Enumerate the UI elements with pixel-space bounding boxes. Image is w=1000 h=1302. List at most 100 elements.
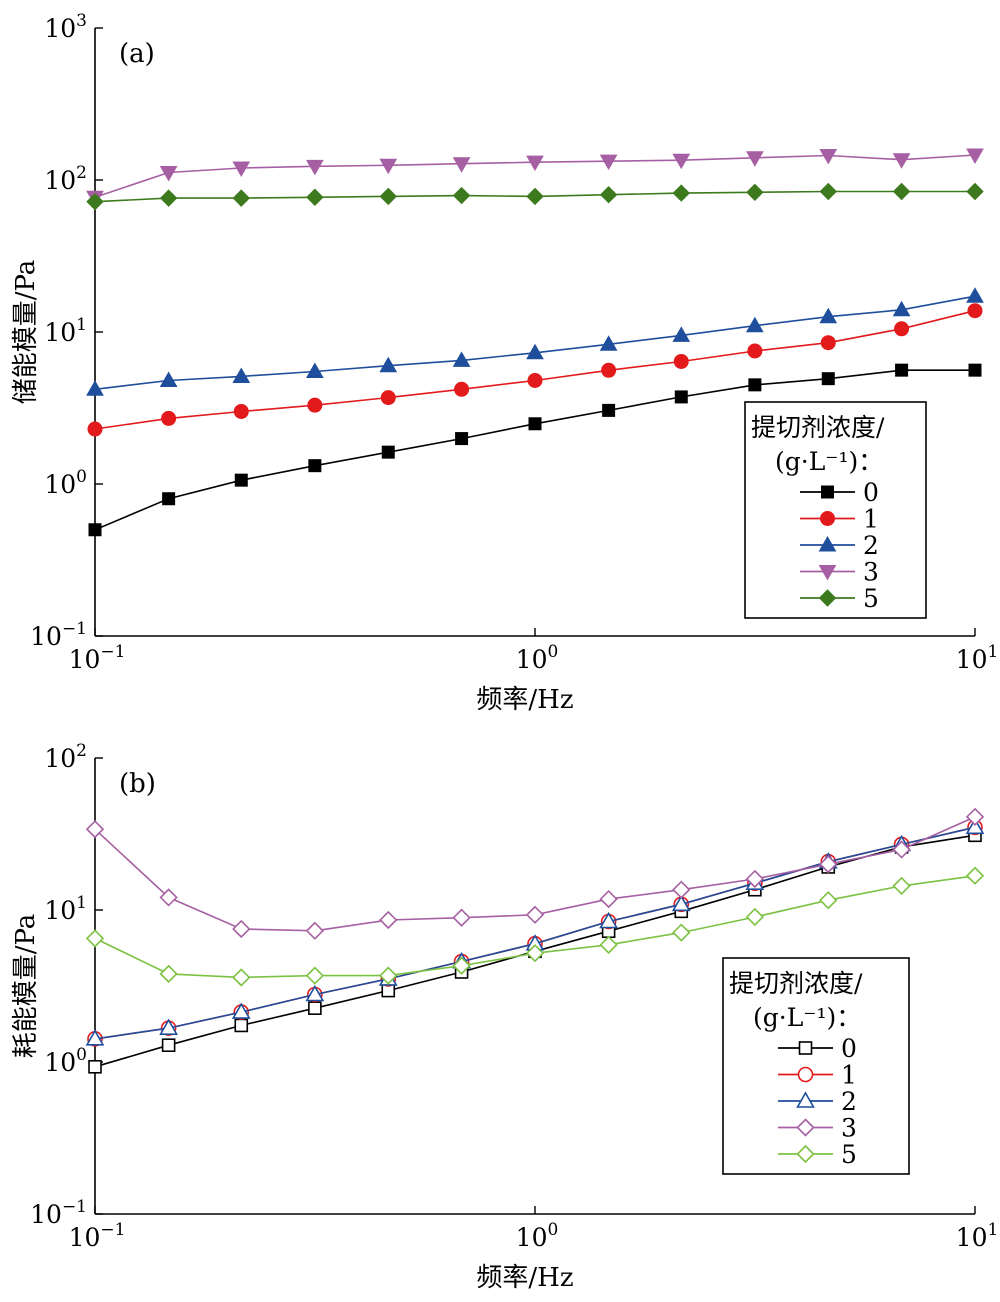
data-point <box>454 381 470 397</box>
legend-label: 5 <box>863 584 879 613</box>
legend-label: 3 <box>841 1114 857 1143</box>
data-point <box>966 287 984 303</box>
data-point <box>379 187 397 206</box>
data-point <box>162 492 176 506</box>
legend-marker <box>797 1066 814 1083</box>
data-point <box>86 192 104 211</box>
data-point <box>232 189 250 207</box>
data-point <box>455 432 469 446</box>
x-tick-label: 10−1 <box>69 642 126 674</box>
y-tick-label: 102 <box>44 163 87 195</box>
data-point <box>306 159 324 176</box>
x-axis-title: 频率/Hz <box>476 685 573 715</box>
data-point <box>305 966 324 985</box>
data-point <box>452 186 471 205</box>
legend-marker <box>818 565 837 581</box>
data-point <box>968 363 982 377</box>
data-point <box>671 894 691 912</box>
data-point <box>672 923 691 942</box>
data-point <box>894 321 910 337</box>
legend-label: 1 <box>841 1061 857 1090</box>
series-3 <box>86 148 984 207</box>
series-3 <box>85 807 985 940</box>
y-tick-label: 10−1 <box>30 1197 87 1229</box>
y-tick-label: 10−1 <box>30 619 87 651</box>
y-tick-label: 102 <box>44 741 87 773</box>
data-point <box>673 353 689 369</box>
data-point <box>599 186 618 204</box>
data-point <box>672 184 690 202</box>
data-point <box>602 403 616 417</box>
data-point <box>159 1018 178 1035</box>
data-point <box>599 889 618 909</box>
data-point <box>747 343 763 359</box>
legend-label: 0 <box>863 478 879 507</box>
series-0 <box>88 363 982 537</box>
data-point <box>599 335 618 351</box>
data-point <box>86 380 104 396</box>
legend-box <box>744 401 927 619</box>
data-point <box>967 303 983 319</box>
data-point <box>672 153 691 170</box>
data-point <box>159 964 178 984</box>
legend-marker <box>818 589 837 607</box>
legend-marker <box>818 535 837 552</box>
x-tick-label: 100 <box>516 642 559 674</box>
data-point <box>819 855 838 874</box>
data-point <box>232 367 251 383</box>
data-point <box>159 166 178 182</box>
legend-marker <box>821 485 834 499</box>
data-point <box>599 911 618 929</box>
data-point <box>528 417 542 431</box>
data-point <box>234 473 248 487</box>
data-point <box>819 148 838 165</box>
data-point <box>381 445 395 459</box>
data-point <box>231 1002 251 1019</box>
data-point <box>965 817 985 835</box>
data-point <box>307 397 323 413</box>
x-tick-label: 101 <box>956 642 999 674</box>
data-point <box>85 820 105 839</box>
data-point <box>85 929 105 948</box>
legend-title: 提切剂浓度/ <box>729 969 863 998</box>
legend-label: 2 <box>863 531 879 560</box>
legend-title: 提切剂浓度/ <box>751 413 885 442</box>
data-point <box>746 151 764 167</box>
data-point <box>306 362 324 378</box>
legend-label: 2 <box>841 1087 857 1116</box>
y-axis-title: 耗能模量/Pa <box>11 914 41 1059</box>
data-point <box>452 157 471 173</box>
data-point <box>232 968 251 987</box>
legend-label: 5 <box>841 1140 857 1169</box>
x-tick-label: 100 <box>516 1220 559 1252</box>
x-axis-title: 频率/Hz <box>476 1263 573 1293</box>
data-point <box>599 935 618 954</box>
data-point <box>526 343 544 360</box>
data-point <box>308 1001 322 1015</box>
data-point <box>892 876 911 896</box>
data-point <box>306 188 324 206</box>
x-tick-label: 101 <box>956 1220 999 1252</box>
series-2 <box>86 287 984 396</box>
data-point <box>452 908 471 927</box>
legend-label: 1 <box>863 505 879 534</box>
data-point <box>88 523 102 537</box>
legend-marker <box>796 1118 815 1137</box>
data-point <box>159 888 178 907</box>
data-point <box>819 891 838 910</box>
y-axis-title: 储能模量/Pa <box>11 260 41 405</box>
panel-label: (a) <box>119 39 155 69</box>
data-point <box>234 1018 249 1033</box>
data-point <box>379 910 398 930</box>
data-point <box>965 807 985 826</box>
y-tick-label: 103 <box>44 11 87 43</box>
y-tick-label: 100 <box>44 467 87 499</box>
data-point <box>892 840 911 859</box>
data-point <box>819 307 838 324</box>
y-tick-label: 101 <box>44 315 87 347</box>
data-point <box>308 459 322 473</box>
data-point <box>672 880 691 899</box>
